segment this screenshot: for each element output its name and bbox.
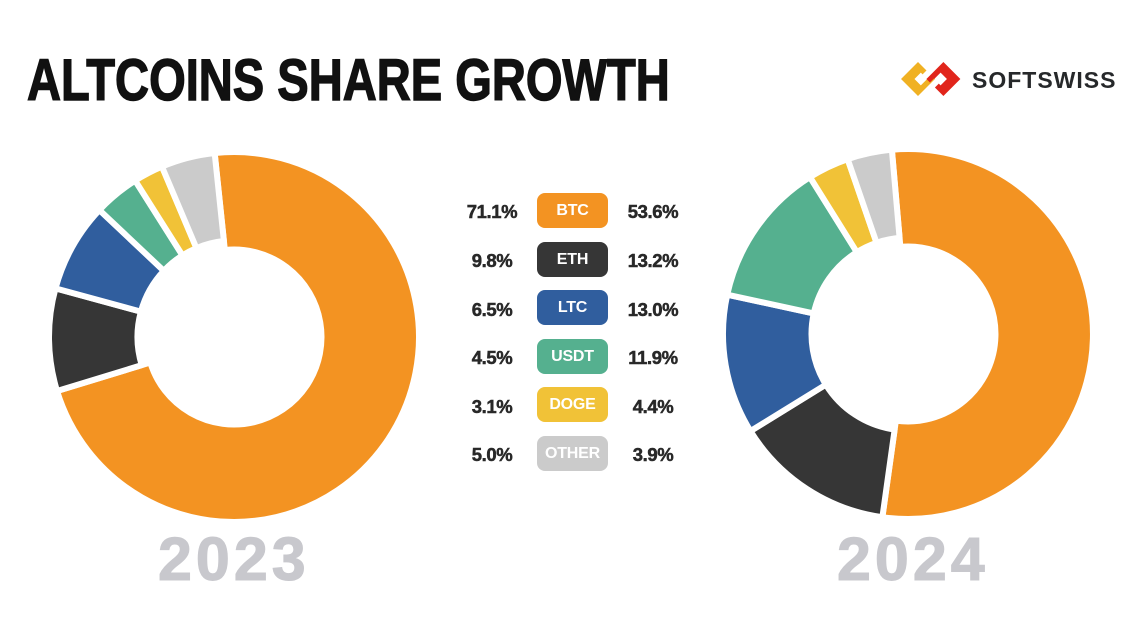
svg-text:SOFTSWISS: SOFTSWISS	[972, 67, 1116, 93]
